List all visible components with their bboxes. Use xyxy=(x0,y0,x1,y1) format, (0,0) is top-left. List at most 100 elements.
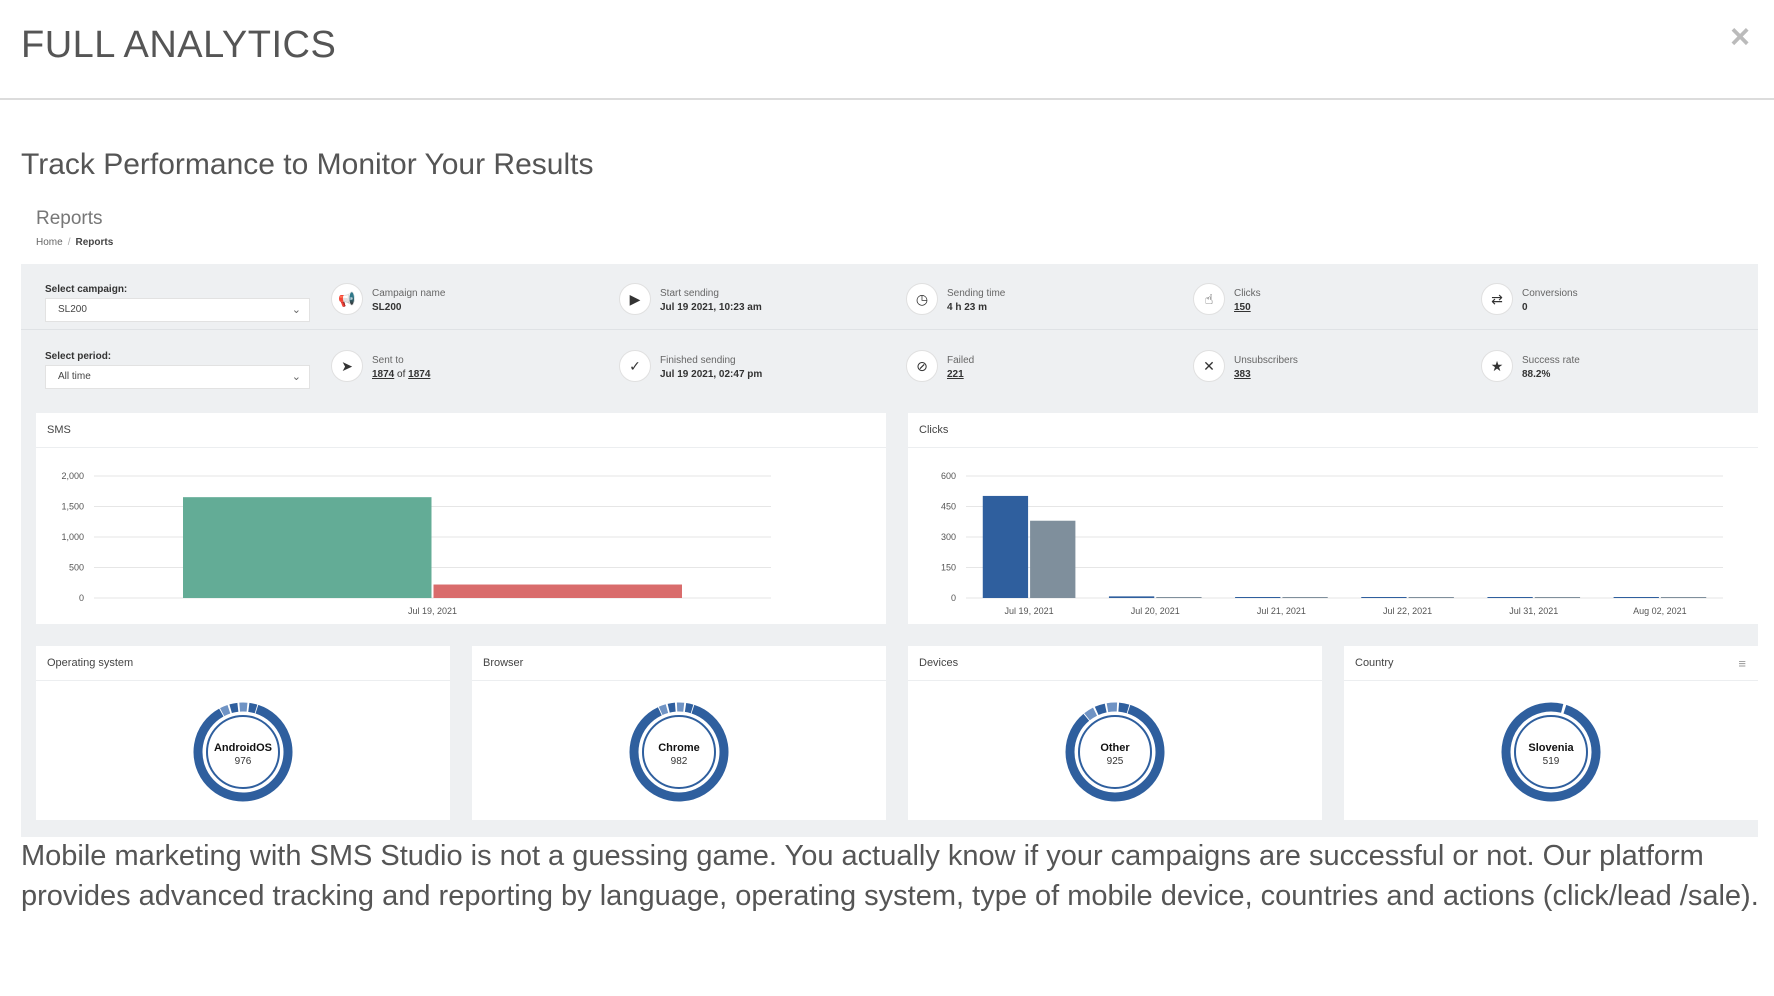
stat-value-link[interactable]: 221 xyxy=(947,369,964,380)
bar xyxy=(1534,597,1581,598)
breadcrumb-separator: / xyxy=(67,237,71,248)
card-title: Browser xyxy=(483,657,524,669)
stat-value: Jul 19 2021, 10:23 am xyxy=(660,302,762,313)
stat-value: 4 h 23 m xyxy=(947,302,988,313)
headline: Track Performance to Monitor Your Result… xyxy=(21,148,594,181)
donut-center xyxy=(1078,715,1152,789)
donut-label: Slovenia xyxy=(1528,742,1574,754)
stat-label: Unsubscribers xyxy=(1234,355,1298,366)
x-tick-label: Jul 19, 2021 xyxy=(408,606,457,616)
os-card: Operating system AndroidOS 976 xyxy=(36,646,450,820)
donut-segment xyxy=(1094,703,1107,716)
bar xyxy=(1156,597,1202,598)
donut-segment xyxy=(1118,702,1130,714)
sent-of: of xyxy=(397,369,406,380)
card-title: Country xyxy=(1355,657,1394,669)
donut-segment xyxy=(1106,702,1118,713)
x-tick-label: Jul 31, 2021 xyxy=(1509,606,1558,616)
divider xyxy=(908,447,1758,448)
bar xyxy=(1487,597,1533,598)
bar xyxy=(1282,597,1328,598)
modal-header: FULL ANALYTICS × xyxy=(0,0,1774,100)
stat-label: Clicks xyxy=(1234,288,1261,299)
hamburger-menu-icon[interactable]: ≡ xyxy=(1738,656,1746,671)
sent-count-link[interactable]: 1874 xyxy=(372,369,395,380)
donut-segment xyxy=(658,704,669,716)
country-donut-chart: Slovenia 519 xyxy=(1501,702,1601,802)
period-select[interactable]: All time ⌄ xyxy=(45,365,310,389)
stat-value-link[interactable]: 383 xyxy=(1234,369,1251,380)
y-tick-label: 0 xyxy=(79,593,84,603)
stat-label: Sending time xyxy=(947,288,1006,299)
y-tick-label: 500 xyxy=(69,563,84,573)
divider xyxy=(908,680,1322,681)
stat-value: 0 xyxy=(1522,302,1528,313)
description-paragraph: Mobile marketing with SMS Studio is not … xyxy=(21,840,1759,912)
donut-segment xyxy=(1065,704,1165,802)
close-button[interactable]: × xyxy=(1730,18,1750,56)
card-title: SMS xyxy=(47,424,71,436)
ban-icon: ⊘ xyxy=(906,350,938,382)
sent-total-link[interactable]: 1874 xyxy=(408,369,431,380)
stat-value-link[interactable]: 150 xyxy=(1234,302,1251,313)
x-tick-label: Jul 19, 2021 xyxy=(1005,606,1054,616)
divider xyxy=(1344,680,1758,681)
x-tick-label: Jul 22, 2021 xyxy=(1383,606,1432,616)
bar xyxy=(1613,597,1659,598)
donut-center xyxy=(642,715,716,789)
bar xyxy=(1235,597,1281,598)
bar xyxy=(982,495,1029,598)
bar xyxy=(183,497,432,598)
chevron-down-icon: ⌄ xyxy=(291,371,301,383)
breadcrumb: Home / Reports xyxy=(36,237,113,248)
stat-value: 1874 of 1874 xyxy=(372,369,430,380)
x-icon: ✕ xyxy=(1193,350,1225,382)
period-select-value: All time xyxy=(58,371,91,382)
clock-icon: ◷ xyxy=(906,283,938,315)
donut-center xyxy=(206,715,280,789)
clicks-chart-card: Clicks 0 150 300 450 600 Jul 19, 2021 Jul 20, … xyxy=(908,413,1758,624)
star-icon: ★ xyxy=(1481,350,1513,382)
y-tick-label: 300 xyxy=(941,532,956,542)
bar xyxy=(1030,520,1076,598)
campaign-select[interactable]: SL200 ⌄ xyxy=(45,298,310,322)
donut-segment xyxy=(1084,707,1098,721)
clicks-chart: 0 150 300 450 600 Jul 19, 2021 Jul 20, 2021 Jul… xyxy=(941,471,1723,616)
country-card: Country ≡ Slovenia 519 xyxy=(1344,646,1758,820)
donut-value: 925 xyxy=(1107,756,1124,767)
stat-value: SL200 xyxy=(372,302,402,313)
bar xyxy=(1408,597,1454,598)
stat-label: Campaign name xyxy=(372,288,446,299)
bar xyxy=(1108,596,1155,598)
y-tick-label: 150 xyxy=(941,563,956,573)
sms-chart-card: SMS 0 500 1,000 1,500 2,000 Jul 19, 2021 xyxy=(36,413,886,624)
period-select-label: Select period: xyxy=(45,351,112,362)
megaphone-icon: 📢 xyxy=(331,283,363,315)
modal-title: FULL ANALYTICS xyxy=(21,24,337,66)
reports-screenshot: Reports Home / Reports Select campaign: SL… xyxy=(21,200,1758,837)
x-tick-label: Jul 21, 2021 xyxy=(1257,606,1306,616)
donut-segment xyxy=(229,702,239,714)
donut-label: Chrome xyxy=(658,742,700,754)
divider xyxy=(36,447,886,448)
y-tick-label: 2,000 xyxy=(61,471,84,481)
repeat-icon: ⇄ xyxy=(1481,283,1513,315)
donut-center xyxy=(1514,715,1588,789)
divider xyxy=(472,680,886,681)
play-icon: ▶ xyxy=(619,283,651,315)
paper-plane-icon: ➤ xyxy=(331,350,363,382)
devices-card: Devices Other 925 xyxy=(908,646,1322,820)
os-donut-chart: AndroidOS 976 xyxy=(193,702,293,802)
stat-value: Jul 19 2021, 02:47 pm xyxy=(660,369,763,380)
breadcrumb-home[interactable]: Home xyxy=(36,237,63,248)
browser-donut-chart: Chrome 982 xyxy=(629,702,729,802)
bar xyxy=(1361,597,1407,598)
stat-label: Success rate xyxy=(1522,355,1580,366)
page-title: Reports xyxy=(36,208,103,229)
stat-label: Failed xyxy=(947,355,975,366)
cursor-click-icon: ☝ xyxy=(1193,283,1225,315)
stat-label: Finished sending xyxy=(660,355,736,366)
y-tick-label: 1,500 xyxy=(61,502,84,512)
devices-donut-chart: Other 925 xyxy=(1065,702,1165,802)
chevron-down-icon: ⌄ xyxy=(291,304,301,316)
